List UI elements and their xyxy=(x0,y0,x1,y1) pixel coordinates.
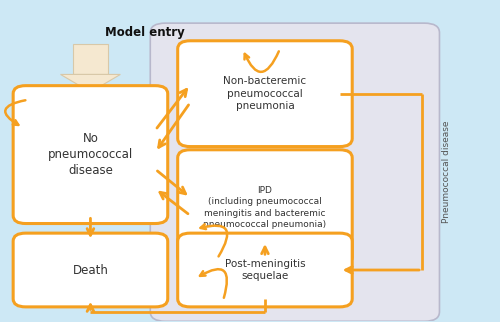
FancyBboxPatch shape xyxy=(178,233,352,307)
Text: Pneumococcal disease: Pneumococcal disease xyxy=(442,121,452,223)
Polygon shape xyxy=(73,44,108,74)
FancyBboxPatch shape xyxy=(178,41,352,147)
Text: Non-bacteremic
pneumococcal
pneumonia: Non-bacteremic pneumococcal pneumonia xyxy=(224,76,306,111)
FancyBboxPatch shape xyxy=(13,86,168,223)
Text: IPD
(including pneumococcal
meningitis and bacteremic
pneumococcal pneumonia): IPD (including pneumococcal meningitis a… xyxy=(204,186,326,229)
Text: Death: Death xyxy=(72,263,108,277)
Polygon shape xyxy=(60,74,120,92)
FancyBboxPatch shape xyxy=(178,150,352,265)
Text: No
pneumococcal
disease: No pneumococcal disease xyxy=(48,132,133,177)
FancyBboxPatch shape xyxy=(13,233,168,307)
Text: Model entry: Model entry xyxy=(106,26,185,39)
FancyBboxPatch shape xyxy=(150,23,440,321)
Text: Post-meningitis
sequelae: Post-meningitis sequelae xyxy=(224,259,306,281)
